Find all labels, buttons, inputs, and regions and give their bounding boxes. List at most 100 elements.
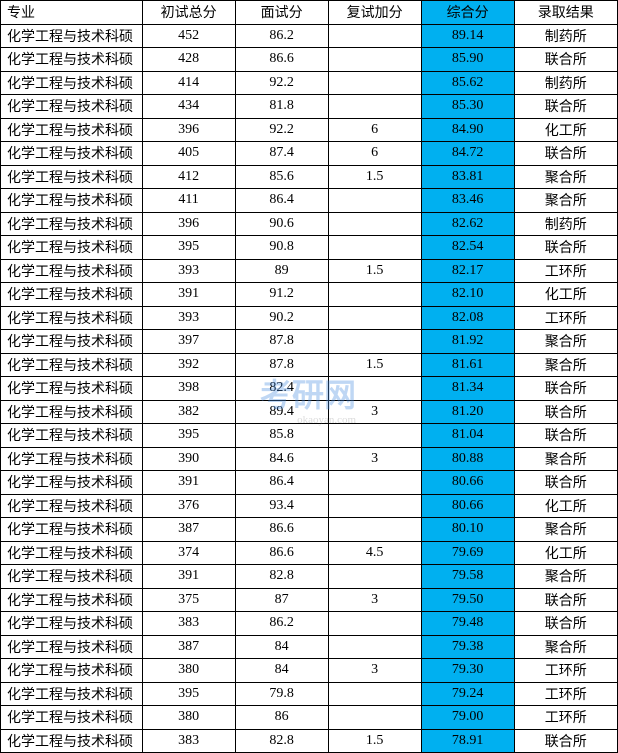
table-cell: 380 xyxy=(142,659,235,683)
table-cell: 化学工程与技术科硕 xyxy=(1,212,143,236)
table-cell: 79.00 xyxy=(421,706,514,730)
table-cell: 化学工程与技术科硕 xyxy=(1,635,143,659)
table-cell: 376 xyxy=(142,494,235,518)
table-cell: 3 xyxy=(328,659,421,683)
table-cell: 79.8 xyxy=(235,682,328,706)
table-cell: 90.2 xyxy=(235,306,328,330)
table-row: 化学工程与技术科硕38784 79.38聚合所 xyxy=(1,635,618,659)
table-cell: 82.8 xyxy=(235,565,328,589)
table-cell: 79.30 xyxy=(421,659,514,683)
table-cell: 化学工程与技术科硕 xyxy=(1,95,143,119)
header-interview-score: 面试分 xyxy=(235,1,328,25)
table-cell xyxy=(328,236,421,260)
table-cell: 84.6 xyxy=(235,447,328,471)
table-cell: 86.6 xyxy=(235,518,328,542)
table-cell xyxy=(328,565,421,589)
table-cell: 81.61 xyxy=(421,353,514,377)
table-cell: 89.4 xyxy=(235,400,328,424)
table-cell: 85.8 xyxy=(235,424,328,448)
table-cell xyxy=(328,424,421,448)
table-cell: 84 xyxy=(235,659,328,683)
table-cell: 86.4 xyxy=(235,189,328,213)
table-cell: 聚合所 xyxy=(514,353,617,377)
admission-table: 专业 初试总分 面试分 复试加分 综合分 录取结果 化学工程与技术科硕 452 86… xyxy=(0,0,618,753)
table-cell xyxy=(328,95,421,119)
table-cell: 391 xyxy=(142,283,235,307)
table-cell: 85.62 xyxy=(421,71,514,95)
table-cell: 393 xyxy=(142,259,235,283)
table-cell: 84.90 xyxy=(421,118,514,142)
table-cell xyxy=(328,518,421,542)
table-cell: 84 xyxy=(235,635,328,659)
table-cell: 化学工程与技术科硕 xyxy=(1,424,143,448)
table-cell xyxy=(328,24,421,48)
table-cell: 405 xyxy=(142,142,235,166)
table-row: 化学工程与技术科硕38386.279.48联合所 xyxy=(1,612,618,636)
table-cell: 化工所 xyxy=(514,118,617,142)
header-row: 专业 初试总分 面试分 复试加分 综合分 录取结果 xyxy=(1,1,618,25)
table-cell: 工环所 xyxy=(514,659,617,683)
header-bonus: 复试加分 xyxy=(328,1,421,25)
table-cell: 398 xyxy=(142,377,235,401)
table-cell: 89.14 xyxy=(421,24,514,48)
table-row: 化学工程与技术科硕38289.4381.20联合所 xyxy=(1,400,618,424)
table-row: 化学工程与技术科硕41186.483.46聚合所 xyxy=(1,189,618,213)
table-cell: 化学工程与技术科硕 xyxy=(1,236,143,260)
table-row: 化学工程与技术科硕39390.282.08工环所 xyxy=(1,306,618,330)
table-cell: 380 xyxy=(142,706,235,730)
table-row: 化学工程与技术科硕39882.481.34联合所 xyxy=(1,377,618,401)
table-cell: 396 xyxy=(142,118,235,142)
table-cell: 79.38 xyxy=(421,635,514,659)
header-total-score: 综合分 xyxy=(421,1,514,25)
table-cell: 化学工程与技术科硕 xyxy=(1,682,143,706)
header-result: 录取结果 xyxy=(514,1,617,25)
table-cell: 374 xyxy=(142,541,235,565)
table-cell: 化学工程与技术科硕 xyxy=(1,447,143,471)
table-cell: 382 xyxy=(142,400,235,424)
table-cell xyxy=(328,635,421,659)
table-row: 化学工程与技术科硕39787.881.92聚合所 xyxy=(1,330,618,354)
table-cell: 化学工程与技术科硕 xyxy=(1,330,143,354)
table-cell xyxy=(328,471,421,495)
table-cell: 联合所 xyxy=(514,377,617,401)
table-row: 化学工程与技术科硕37486.64.579.69化工所 xyxy=(1,541,618,565)
table-cell: 90.8 xyxy=(235,236,328,260)
table-cell: 393 xyxy=(142,306,235,330)
table-cell: 87.8 xyxy=(235,330,328,354)
table-cell: 联合所 xyxy=(514,142,617,166)
table-cell: 联合所 xyxy=(514,95,617,119)
table-cell: 411 xyxy=(142,189,235,213)
table-row: 化学工程与技术科硕39585.881.04联合所 xyxy=(1,424,618,448)
table-cell: 412 xyxy=(142,165,235,189)
table-cell: 85.6 xyxy=(235,165,328,189)
table-cell: 86.2 xyxy=(235,612,328,636)
table-cell: 化学工程与技术科硕 xyxy=(1,165,143,189)
table-cell: 452 xyxy=(142,24,235,48)
table-cell xyxy=(328,377,421,401)
table-row: 化学工程与技术科硕39191.282.10化工所 xyxy=(1,283,618,307)
table-cell: 聚合所 xyxy=(514,635,617,659)
table-row: 化学工程与技术科硕41285.61.583.81聚合所 xyxy=(1,165,618,189)
table-cell: 86 xyxy=(235,706,328,730)
table-cell: 80.10 xyxy=(421,518,514,542)
table-cell: 3 xyxy=(328,400,421,424)
table-cell: 391 xyxy=(142,565,235,589)
table-cell: 化学工程与技术科硕 xyxy=(1,259,143,283)
table-cell: 聚合所 xyxy=(514,330,617,354)
table-cell: 6 xyxy=(328,142,421,166)
table-cell: 82.17 xyxy=(421,259,514,283)
table-cell: 联合所 xyxy=(514,48,617,72)
table-cell: 79.69 xyxy=(421,541,514,565)
table-cell: 87.8 xyxy=(235,353,328,377)
table-cell: 82.54 xyxy=(421,236,514,260)
table-cell: 93.4 xyxy=(235,494,328,518)
table-cell: 91.2 xyxy=(235,283,328,307)
table-row: 化学工程与技术科硕39690.682.62制药所 xyxy=(1,212,618,236)
table-cell xyxy=(328,494,421,518)
table-cell xyxy=(328,612,421,636)
table-cell: 化学工程与技术科硕 xyxy=(1,189,143,213)
table-cell: 387 xyxy=(142,635,235,659)
table-cell: 80.66 xyxy=(421,471,514,495)
table-cell: 79.48 xyxy=(421,612,514,636)
table-cell: 82.4 xyxy=(235,377,328,401)
